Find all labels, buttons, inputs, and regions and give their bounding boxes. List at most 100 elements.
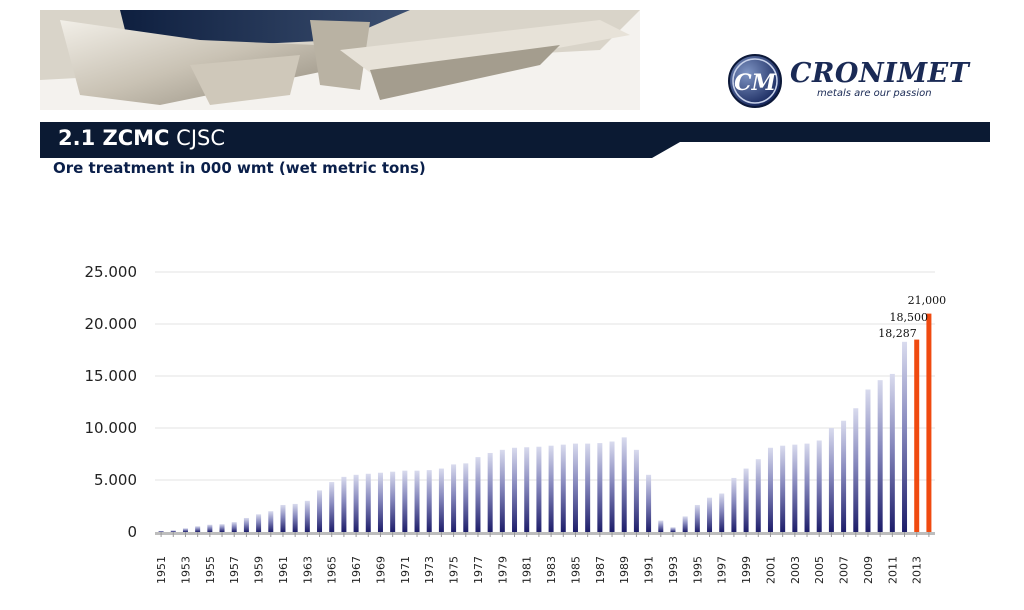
bar-1955 xyxy=(207,524,213,532)
bar-2006 xyxy=(828,428,834,532)
bar-1999 xyxy=(743,468,749,532)
x-tick-label: 1971 xyxy=(399,556,412,584)
bar-1956 xyxy=(219,524,225,532)
bar-1989 xyxy=(621,437,627,532)
x-tick-label: 1961 xyxy=(277,556,290,584)
bar-1951 xyxy=(158,530,164,532)
x-tick-label: 1963 xyxy=(301,556,314,584)
bar-1960 xyxy=(268,511,274,532)
page-title: 2.1 ZCMC CJSC xyxy=(58,126,225,150)
bar-1968 xyxy=(365,473,371,532)
data-label-2014: 21,000 xyxy=(908,294,947,307)
bar-1980 xyxy=(512,447,518,532)
x-tick-label: 1975 xyxy=(448,556,461,584)
bar-2008 xyxy=(853,408,859,532)
bar-1974 xyxy=(438,468,444,532)
bar-1998 xyxy=(731,477,737,532)
y-tick-label: 20.000 xyxy=(85,315,138,333)
bar-1958 xyxy=(243,517,249,532)
bar-1995 xyxy=(694,504,700,532)
bar-1983 xyxy=(548,445,554,532)
bar-1975 xyxy=(451,464,457,532)
bar-1966 xyxy=(341,476,347,532)
bar-2007 xyxy=(841,420,847,532)
bar-1965 xyxy=(329,482,335,532)
x-tick-label: 1967 xyxy=(350,556,363,584)
data-label-2012: 18,287 xyxy=(878,327,917,340)
x-tick-label: 1981 xyxy=(521,556,534,584)
bar-1993 xyxy=(670,527,676,532)
x-tick-label: 1991 xyxy=(643,556,656,584)
bar-1959 xyxy=(256,514,262,532)
x-tick-label: 1953 xyxy=(179,556,192,584)
bar-1964 xyxy=(317,490,323,532)
bars xyxy=(158,313,932,532)
y-tick-label: 5.000 xyxy=(94,471,137,489)
x-tick-label: 1951 xyxy=(155,556,168,584)
bar-2004 xyxy=(804,443,810,532)
x-tick-label: 2005 xyxy=(813,556,826,584)
bar-1986 xyxy=(585,443,591,532)
bar-1997 xyxy=(719,493,725,532)
x-tick-label: 1957 xyxy=(228,556,241,584)
bar-1990 xyxy=(633,449,639,532)
bar-1985 xyxy=(572,443,578,532)
bar-1981 xyxy=(524,447,530,532)
x-tick-label: 1955 xyxy=(204,556,217,584)
y-tick-label: 10.000 xyxy=(85,419,138,437)
bar-1963 xyxy=(304,500,310,532)
y-tick-label: 25.000 xyxy=(85,263,138,281)
bar-2010 xyxy=(877,380,883,532)
x-tick-label: 2007 xyxy=(838,556,851,584)
bar-1988 xyxy=(609,441,615,532)
x-tick-label: 1989 xyxy=(618,556,631,584)
x-axis xyxy=(155,532,935,537)
bar-2005 xyxy=(816,440,822,532)
x-tick-label: 1997 xyxy=(716,556,729,584)
bar-1953 xyxy=(182,528,188,532)
bar-1992 xyxy=(658,520,664,532)
x-tick-label: 1999 xyxy=(740,556,753,584)
bar-1977 xyxy=(475,457,481,532)
bar-1952 xyxy=(170,530,176,532)
x-tick-label: 1985 xyxy=(569,556,582,584)
title-bar xyxy=(40,122,990,158)
bar-1954 xyxy=(195,526,201,532)
logo-monogram: CM xyxy=(734,70,777,96)
bar-1971 xyxy=(402,470,408,532)
bar-1996 xyxy=(707,497,713,532)
x-tick-label: 1995 xyxy=(691,556,704,584)
bar-1982 xyxy=(536,446,542,532)
bar-1978 xyxy=(487,452,493,532)
brand-tagline: metals are our passion xyxy=(817,88,932,99)
x-tick-label: 2009 xyxy=(862,556,875,584)
y-axis-ticks: 0 5.000 10.000 15.000 20.000 25.000 xyxy=(85,263,138,541)
bar-1994 xyxy=(682,516,688,532)
bar-1984 xyxy=(560,444,566,532)
y-tick-label: 0 xyxy=(127,523,137,541)
cronimet-logo: CM xyxy=(728,54,782,108)
bar-2002 xyxy=(780,445,786,532)
x-tick-label: 2013 xyxy=(911,556,924,584)
bar-2000 xyxy=(755,459,761,532)
x-tick-label: 1983 xyxy=(545,556,558,584)
x-tick-label: 2011 xyxy=(886,556,899,584)
y-tick-label: 15.000 xyxy=(85,367,138,385)
page-title-bold: 2.1 ZCMC xyxy=(58,126,170,150)
bar-1976 xyxy=(463,463,469,532)
x-tick-label: 1987 xyxy=(594,556,607,584)
bar-2014 xyxy=(926,313,932,532)
brand-name: CRONIMET xyxy=(790,58,970,89)
x-tick-label: 1965 xyxy=(326,556,339,584)
bar-1961 xyxy=(280,504,286,532)
bar-2012 xyxy=(902,341,908,532)
x-tick-label: 1969 xyxy=(374,556,387,584)
bar-2003 xyxy=(792,444,798,532)
x-tick-label: 1977 xyxy=(472,556,485,584)
bar-2001 xyxy=(767,447,773,532)
x-tick-label: 1993 xyxy=(667,556,680,584)
bar-1979 xyxy=(499,449,505,532)
data-labels: 18,287 18,500 21,000 xyxy=(878,294,946,340)
bar-2011 xyxy=(889,373,895,532)
